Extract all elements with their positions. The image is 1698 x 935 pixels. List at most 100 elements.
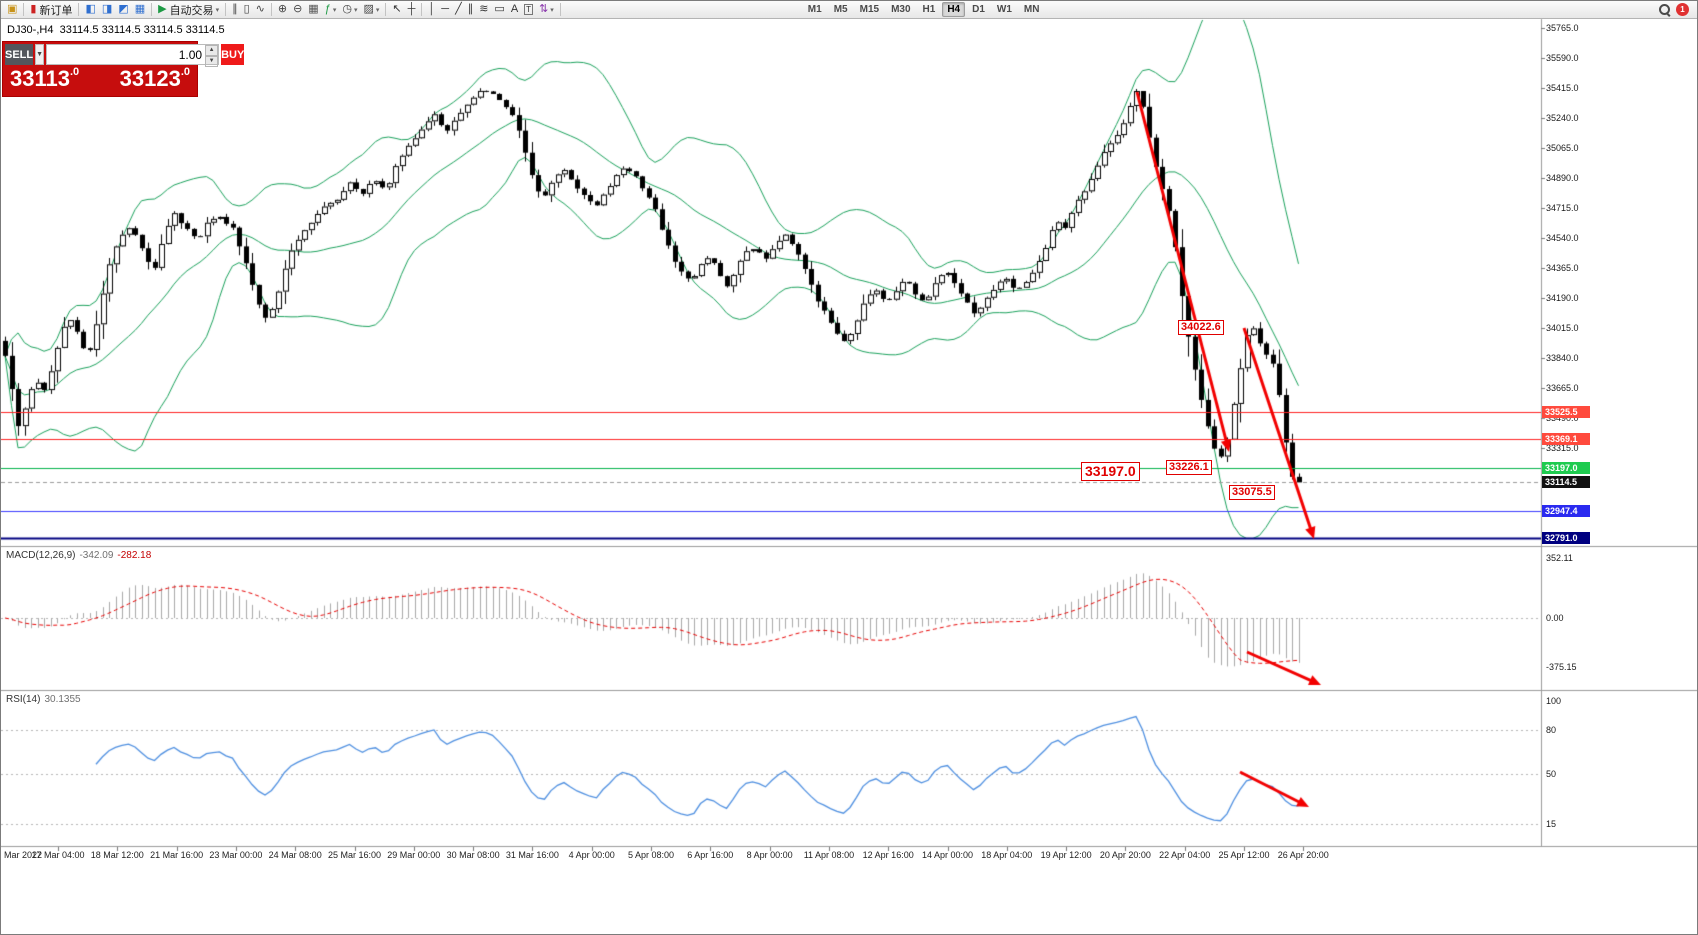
shapes-button[interactable]: ▭ — [491, 2, 507, 18]
time-axis-label: 14 Apr 00:00 — [921, 850, 974, 860]
macd-axis-label: 0.00 — [1546, 613, 1564, 623]
chevron-down-icon: ▾ — [332, 6, 337, 14]
price-level-badge: 32791.0 — [1542, 531, 1590, 544]
time-axis-label: 22 Apr 04:00 — [1159, 850, 1211, 860]
notification-badge[interactable]: 1 — [1676, 3, 1689, 16]
arrows-icon: ⇅ — [539, 3, 549, 15]
toolbar-separator — [270, 3, 272, 16]
search-icon[interactable] — [1658, 3, 1671, 16]
candlestick-chart-icon: ▯ — [243, 3, 250, 15]
time-axis-label: 12 Apr 16:00 — [862, 850, 914, 860]
tile-windows-icon: ▦ — [308, 3, 319, 15]
chevron-down-icon: ▼ — [36, 51, 44, 58]
volume-up-button[interactable]: ▲ — [205, 45, 219, 56]
time-axis-label: 29 Mar 00:00 — [387, 850, 441, 860]
price-annotation: 34022.6 — [1178, 320, 1224, 335]
data-window-button[interactable]: ◨ — [99, 2, 115, 18]
horizontal-line-button[interactable]: ─ — [438, 2, 452, 18]
price-axis-label: 33665.0 — [1546, 383, 1579, 393]
tile-windows-button[interactable]: ▦ — [305, 2, 321, 18]
new-chart-button[interactable]: ▣ — [4, 2, 20, 18]
text-button[interactable]: A — [508, 2, 521, 18]
price-axis-label: 35065.0 — [1546, 143, 1579, 153]
macd-indicator-label: MACD(12,26,9) -342.09 -282.18 — [6, 550, 152, 561]
market-watch-icon: ◧ — [85, 3, 96, 15]
macd-axis-label: 352.11 — [1546, 553, 1573, 564]
price-axis-label: 35240.0 — [1546, 113, 1579, 123]
zoom-in-button[interactable]: ⊕ — [275, 2, 290, 18]
terminal-button[interactable]: ▦ — [132, 2, 148, 18]
ohlc-close: 33114.5 — [185, 24, 225, 36]
crosshair-button[interactable]: ┼ — [405, 2, 419, 18]
timeframe-m1-button[interactable]: M1 — [807, 4, 822, 15]
time-axis-label: 21 Mar 16:00 — [150, 850, 204, 860]
periods-button[interactable]: ◷ ▾ — [339, 2, 360, 18]
timeframe-d1-button[interactable]: D1 — [972, 4, 985, 15]
auto-trading-button[interactable]: ▶ 自动交易 ▾ — [155, 2, 222, 18]
new-order-label: 新订单 — [39, 4, 73, 17]
fibonacci-button[interactable]: ≋ — [476, 2, 491, 18]
new-order-icon: ▮ — [30, 3, 37, 15]
time-axis-label: 25 Mar 16:00 — [327, 850, 382, 860]
volume-stepper: ▲ ▼ — [205, 45, 219, 67]
templates-button[interactable]: ▨ ▾ — [360, 2, 382, 18]
buy-price[interactable]: 33123.0 — [119, 66, 190, 91]
line-chart-button[interactable]: ∿ — [253, 2, 268, 18]
timeframe-w1-button[interactable]: W1 — [996, 4, 1012, 15]
zoom-out-button[interactable]: ⊖ — [290, 2, 305, 18]
text-label-icon: T — [524, 4, 534, 15]
terminal-icon: ▦ — [134, 3, 146, 15]
vertical-line-button[interactable]: │ — [425, 2, 438, 18]
candlestick-chart-button[interactable]: ▯ — [241, 2, 253, 18]
symbol-period-label: DJ30-,H4 — [7, 24, 54, 36]
templates-icon: ▨ — [363, 3, 374, 15]
rsi-axis-label: 50 — [1546, 768, 1557, 779]
equidistant-channel-button[interactable]: ∥ — [465, 2, 477, 18]
chevron-down-icon: ▾ — [550, 6, 554, 14]
bar-chart-button[interactable]: ∥ — [229, 2, 241, 18]
text-label-button[interactable]: T — [521, 2, 536, 18]
time-axis-label: 5 Apr 08:00 — [627, 850, 675, 860]
price-level-badge: 33114.5 — [1542, 476, 1590, 489]
data-window-icon: ◨ — [101, 3, 113, 15]
main-toolbar: ▣ ▮ 新订单 ◧ ◨ ◩ ▦ ▶ 自动交易 ▾ ∥ ▯ ∿ ⊕ ⊖ ▦ ƒ ▾ ◷ ▾ ▨ ▾ ↖ ┼ │ ─ ╱ ∥ ≋ ▭ A T ⇅ ▾ M… — [1, 1, 1697, 19]
navigator-button[interactable]: ◩ — [115, 2, 131, 18]
indicators-button[interactable]: ƒ ▾ — [322, 2, 340, 18]
timeframe-h4-button[interactable]: H4 — [942, 2, 966, 17]
time-axis-label: 18 Mar 12:00 — [90, 850, 144, 860]
ohlc-high: 33114.5 — [101, 24, 141, 36]
sell-price[interactable]: 33113.0 — [10, 66, 80, 91]
buy-button[interactable]: BUY — [221, 44, 245, 65]
trendline-button[interactable]: ╱ — [452, 2, 465, 18]
timeframe-m30-button[interactable]: M30 — [891, 4, 911, 15]
order-type-dropdown[interactable]: ▼ — [35, 44, 45, 65]
rsi-indicator-label: RSI(14) 30.1355 — [6, 694, 81, 705]
volume-input[interactable] — [47, 45, 206, 64]
toolbar-separator — [151, 3, 153, 16]
market-watch-button[interactable]: ◧ — [82, 2, 98, 18]
new-order-button[interactable]: ▮ 新订单 — [27, 2, 75, 18]
timeframe-mn-button[interactable]: MN — [1023, 4, 1040, 15]
timeframe-h1-button[interactable]: H1 — [922, 4, 936, 15]
timeframe-m15-button[interactable]: M15 — [859, 4, 880, 15]
zoom-out-icon: ⊖ — [293, 3, 303, 15]
volume-down-button[interactable]: ▼ — [205, 56, 219, 67]
shapes-icon: ▭ — [494, 3, 505, 15]
time-axis-label: 4 Apr 00:00 — [568, 850, 615, 860]
toolbar-separator — [421, 3, 423, 16]
indicators-icon: ƒ — [324, 3, 331, 15]
timeframe-m5-button[interactable]: M5 — [833, 4, 848, 15]
price-axis-label: 33840.0 — [1546, 353, 1579, 363]
chevron-down-icon: ▾ — [353, 6, 358, 14]
price-axis-label: 35415.0 — [1546, 83, 1579, 93]
time-axis-label: 26 Apr 20:00 — [1277, 850, 1329, 860]
price-annotation: 33075.5 — [1229, 485, 1275, 500]
navigator-icon: ◩ — [118, 3, 129, 15]
arrows-button[interactable]: ⇅ ▾ — [536, 2, 557, 18]
sell-button[interactable]: SELL — [5, 44, 34, 65]
cursor-button[interactable]: ↖ — [389, 2, 404, 18]
price-axis-label: 33315.0 — [1546, 443, 1579, 453]
